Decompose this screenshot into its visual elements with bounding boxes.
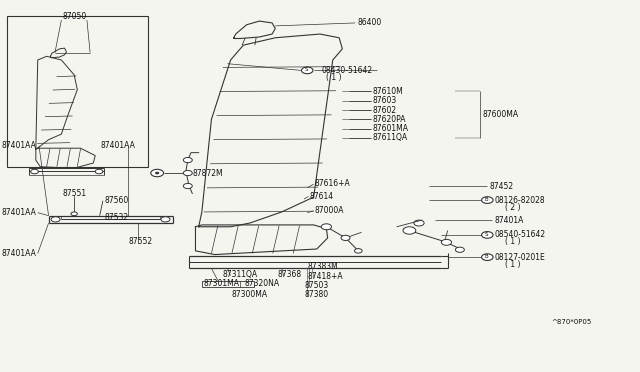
- Text: 87551: 87551: [63, 189, 87, 198]
- Text: 87452: 87452: [489, 182, 513, 190]
- Circle shape: [183, 157, 192, 163]
- Circle shape: [156, 172, 159, 174]
- Text: 87610M: 87610M: [372, 87, 403, 96]
- Text: 87383M: 87383M: [307, 262, 338, 271]
- Text: 08540-51642: 08540-51642: [494, 230, 545, 240]
- Bar: [7, 16, 148, 167]
- Text: 86400: 86400: [357, 19, 381, 28]
- Text: 87368: 87368: [277, 270, 301, 279]
- Text: 87603: 87603: [372, 96, 397, 105]
- Circle shape: [51, 217, 60, 222]
- Bar: [202, 280, 254, 287]
- Text: 87616+A: 87616+A: [315, 179, 351, 188]
- Text: ( 1 ): ( 1 ): [505, 260, 521, 269]
- Circle shape: [95, 169, 103, 174]
- Text: 87601MA: 87601MA: [372, 124, 408, 133]
- Circle shape: [456, 247, 465, 252]
- Circle shape: [355, 248, 362, 253]
- Text: 87401AA: 87401AA: [2, 141, 37, 151]
- Text: 87602: 87602: [372, 106, 397, 115]
- Text: S: S: [304, 67, 308, 73]
- Circle shape: [403, 227, 416, 234]
- Text: 08126-82028: 08126-82028: [494, 196, 545, 205]
- Text: ( 1 ): ( 1 ): [505, 237, 521, 247]
- Circle shape: [183, 170, 192, 176]
- Text: 08430-51642: 08430-51642: [322, 66, 373, 75]
- Text: 87872M: 87872M: [192, 169, 223, 177]
- Circle shape: [183, 183, 192, 189]
- Text: 87532: 87532: [104, 213, 128, 222]
- Text: 87418+A: 87418+A: [307, 272, 343, 280]
- Circle shape: [71, 212, 77, 216]
- Text: 87050: 87050: [62, 12, 86, 21]
- Text: 87000A: 87000A: [315, 206, 344, 215]
- Circle shape: [481, 197, 493, 203]
- Text: 87503: 87503: [305, 281, 329, 290]
- Text: 87380: 87380: [305, 290, 329, 299]
- Text: 87401AA: 87401AA: [2, 208, 37, 217]
- Text: 87401A: 87401A: [494, 216, 524, 225]
- Circle shape: [321, 224, 332, 230]
- Text: 87560: 87560: [104, 196, 129, 205]
- Text: 87301MA: 87301MA: [204, 279, 240, 288]
- Text: S: S: [484, 232, 488, 237]
- Text: 08127-0201E: 08127-0201E: [494, 253, 545, 262]
- Circle shape: [161, 217, 170, 222]
- Circle shape: [414, 220, 424, 226]
- Text: 87320NA: 87320NA: [244, 279, 280, 288]
- Text: 87311QA: 87311QA: [222, 270, 257, 279]
- Text: B: B: [484, 197, 488, 202]
- Text: ( 1 ): ( 1 ): [326, 73, 342, 82]
- Circle shape: [301, 67, 313, 74]
- Circle shape: [151, 169, 164, 177]
- Text: 87620PA: 87620PA: [372, 115, 406, 124]
- Text: ^870*0P05: ^870*0P05: [551, 320, 591, 326]
- Circle shape: [341, 235, 350, 240]
- Text: 87300MA: 87300MA: [232, 290, 268, 299]
- Text: 87614: 87614: [310, 192, 334, 201]
- Text: ( 2 ): ( 2 ): [505, 203, 521, 212]
- Circle shape: [481, 254, 493, 260]
- Text: B: B: [484, 254, 488, 259]
- Text: 87401AA: 87401AA: [2, 249, 37, 258]
- Circle shape: [481, 232, 493, 238]
- Text: 87600MA: 87600MA: [482, 110, 518, 119]
- Text: 87552: 87552: [129, 237, 152, 246]
- Circle shape: [442, 239, 452, 245]
- Circle shape: [31, 169, 38, 174]
- Text: 87611QA: 87611QA: [372, 133, 408, 142]
- Text: 87401AA: 87401AA: [101, 141, 136, 151]
